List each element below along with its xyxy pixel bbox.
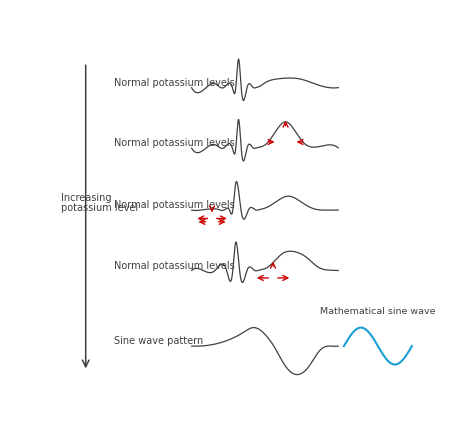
Text: Increasing: Increasing (61, 193, 111, 203)
Text: Normal potassium levels: Normal potassium levels (114, 78, 234, 88)
Text: Sine wave pattern: Sine wave pattern (114, 336, 203, 346)
Text: Mathematical sine wave: Mathematical sine wave (320, 307, 436, 316)
Text: Normal potassium levels: Normal potassium levels (114, 200, 234, 210)
Text: Normal potassium levels: Normal potassium levels (114, 138, 234, 148)
Text: potassium level: potassium level (61, 204, 138, 214)
Text: Normal potassium levels: Normal potassium levels (114, 260, 234, 270)
